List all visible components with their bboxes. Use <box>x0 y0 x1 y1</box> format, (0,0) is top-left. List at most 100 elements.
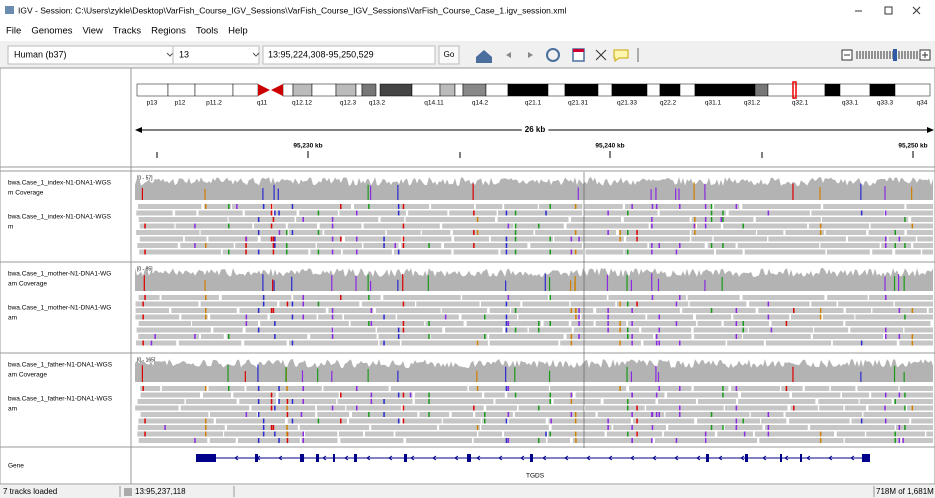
read <box>901 438 933 443</box>
mismatch <box>274 243 276 248</box>
menu-item[interactable]: File <box>6 26 21 37</box>
refresh-icon[interactable] <box>546 48 560 62</box>
mismatch <box>570 249 573 255</box>
insertion <box>444 314 447 320</box>
popup-icon[interactable] <box>613 49 629 62</box>
locus-box[interactable] <box>262 45 436 65</box>
mismatch <box>370 308 373 313</box>
mismatch <box>710 425 713 430</box>
reads-track-name: m <box>8 224 13 231</box>
strand-arrow <box>608 455 613 461</box>
mismatch <box>655 340 658 346</box>
mismatch <box>507 295 510 300</box>
read <box>554 236 624 242</box>
read <box>333 327 376 333</box>
read <box>489 340 559 346</box>
mismatch <box>270 236 273 242</box>
ideogram-band <box>694 83 756 97</box>
read <box>278 399 337 404</box>
read <box>733 314 790 320</box>
read <box>637 431 663 437</box>
back-icon[interactable] <box>506 52 511 58</box>
ideogram-band <box>767 83 794 97</box>
coverage-track-name: bwa.Case_1_index-N1-DNA1-WGS <box>8 180 112 187</box>
read <box>497 217 569 222</box>
insertion <box>720 217 722 222</box>
mismatch <box>428 412 430 417</box>
mismatch <box>885 243 887 248</box>
read <box>758 308 844 313</box>
read <box>643 340 726 346</box>
mismatch <box>631 321 633 326</box>
mismatch <box>402 236 405 242</box>
read <box>613 425 666 430</box>
mismatch <box>722 425 724 430</box>
read <box>823 204 905 209</box>
menu-item[interactable]: View <box>83 26 104 37</box>
insertion <box>150 340 153 346</box>
insertion <box>236 204 238 209</box>
mismatch <box>317 210 320 216</box>
read <box>906 230 933 235</box>
mismatch <box>710 217 713 222</box>
read <box>137 431 223 437</box>
read <box>310 334 377 339</box>
menu-item[interactable]: Tracks <box>113 26 141 37</box>
mismatch <box>658 386 660 391</box>
read <box>475 204 503 209</box>
read <box>789 418 850 424</box>
chromosome-dropdown[interactable] <box>172 45 260 65</box>
mismatch <box>651 217 653 222</box>
zoom-widget[interactable] <box>841 49 931 61</box>
mismatch <box>885 327 887 333</box>
strand-arrow <box>696 455 701 461</box>
mismatch <box>402 392 405 398</box>
mismatch <box>767 314 770 320</box>
read <box>138 295 160 300</box>
read <box>522 301 570 307</box>
close[interactable] <box>912 6 921 15</box>
read <box>140 386 161 391</box>
read <box>742 295 825 300</box>
read <box>641 327 692 333</box>
menu-item[interactable]: Help <box>228 26 248 37</box>
zoom-thumb[interactable] <box>893 49 897 61</box>
maximize[interactable] <box>884 6 893 15</box>
read <box>581 314 646 320</box>
home-icon[interactable] <box>476 50 492 63</box>
menu-item[interactable]: Genomes <box>31 26 72 37</box>
mismatch <box>898 334 901 339</box>
mismatch <box>514 392 517 398</box>
resize-icon[interactable] <box>595 49 607 61</box>
read <box>818 399 859 404</box>
exon <box>300 454 304 462</box>
mismatch <box>144 295 146 300</box>
mismatch <box>228 204 230 209</box>
read <box>198 210 243 216</box>
forward-icon[interactable] <box>528 52 533 58</box>
read <box>473 438 546 443</box>
mismatch <box>397 334 400 339</box>
ideogram-band <box>292 83 313 97</box>
menu-item[interactable]: Tools <box>196 26 218 37</box>
read <box>518 314 579 320</box>
read <box>646 405 724 411</box>
mismatch <box>679 412 681 417</box>
mismatch <box>331 314 334 320</box>
read <box>136 210 173 216</box>
read <box>697 321 722 326</box>
go-button[interactable] <box>438 45 460 65</box>
read <box>819 405 844 411</box>
mismatch <box>257 249 260 255</box>
ideogram-band <box>136 83 169 97</box>
band-label: p11.2 <box>206 100 222 107</box>
mismatch <box>735 321 738 326</box>
mismatch <box>885 210 887 216</box>
read <box>911 418 933 424</box>
band-label: p13 <box>147 100 158 107</box>
mismatch <box>636 405 638 411</box>
menu-item[interactable]: Regions <box>151 26 186 37</box>
ideogram-band <box>282 83 294 97</box>
read <box>713 236 768 242</box>
mismatch <box>636 236 638 242</box>
